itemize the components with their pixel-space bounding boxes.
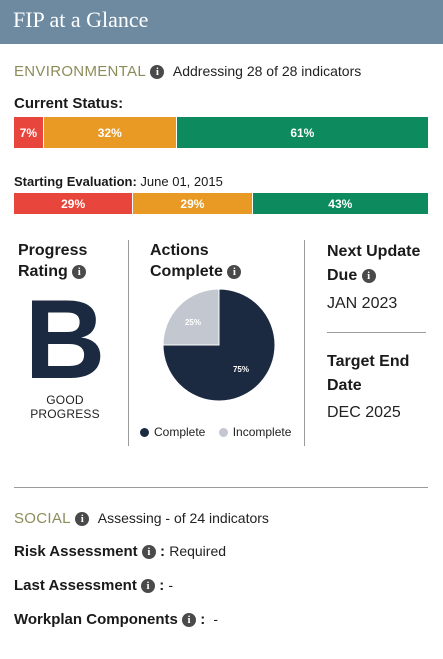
info-icon[interactable]: i: [227, 264, 242, 279]
last-assessment-value: -: [168, 577, 174, 593]
starting-evaluation-bar: 29% 29% 43%: [14, 193, 428, 214]
actions-pie-chart: 75% 25%: [163, 289, 275, 401]
progress-rating-title: Progress Rating i: [18, 240, 87, 282]
risk-assessment-value: Required: [169, 543, 227, 559]
info-icon[interactable]: i: [75, 511, 90, 526]
social-heading: SOCIAL i Assessing - of 24 indicators: [14, 510, 269, 528]
workplan-components-label: Workplan Components: [14, 611, 178, 628]
starting-evaluation-label: Starting Evaluation:: [14, 174, 137, 189]
social-title: SOCIAL: [14, 510, 71, 527]
social-subtitle: Assessing - of 24 indicators: [97, 510, 269, 526]
target-end-value: DEC 2025: [327, 404, 401, 421]
current-status-moderate-segment: 32%: [43, 117, 177, 148]
last-assessment-row: Last Assessment i : -: [14, 577, 174, 594]
next-update-label-line2: Due i: [327, 264, 420, 288]
info-icon[interactable]: i: [361, 268, 376, 283]
pie-label-complete: 75%: [233, 365, 249, 374]
actions-complete-title-line1: Actions: [150, 242, 209, 259]
info-icon[interactable]: i: [182, 613, 197, 628]
header-bar: FIP at a Glance: [0, 0, 443, 44]
starting-evaluation-date: June 01, 2015: [140, 174, 223, 189]
environmental-heading: ENVIRONMENTAL i Addressing 28 of 28 indi…: [14, 63, 361, 81]
starting-evaluation-row: Starting Evaluation: June 01, 2015: [14, 174, 223, 189]
info-icon[interactable]: i: [72, 264, 87, 279]
progress-rating-title-line1: Progress: [18, 242, 88, 259]
starting-poor-segment: 29%: [14, 193, 134, 214]
column-divider: [304, 240, 305, 446]
pie-label-incomplete: 25%: [185, 318, 201, 327]
next-update-value: JAN 2023: [327, 295, 398, 312]
actions-complete-title: Actions Complete i: [150, 240, 242, 282]
legend-incomplete-swatch: [218, 428, 228, 438]
environmental-subtitle: Addressing 28 of 28 indicators: [172, 63, 362, 79]
column-divider: [128, 240, 129, 446]
progress-grade: B: [24, 277, 106, 402]
risk-assessment-label: Risk Assessment: [14, 543, 138, 560]
right-column-divider: [327, 332, 426, 333]
pie-legend: Complete Incomplete: [140, 425, 291, 439]
section-divider: [14, 487, 428, 488]
target-end-label-line2: Date: [327, 377, 362, 394]
info-icon[interactable]: i: [141, 579, 156, 594]
pie-slice-complete[interactable]: [163, 289, 275, 401]
progress-rating-title-line2: Rating i: [18, 261, 87, 282]
pie-slice-incomplete[interactable]: [163, 289, 220, 346]
legend-incomplete: Incomplete: [218, 425, 291, 439]
legend-complete-swatch: [140, 428, 149, 438]
starting-good-segment: 43%: [252, 193, 428, 214]
current-status-good-segment: 61%: [176, 117, 428, 148]
workplan-components-value: -: [213, 611, 219, 627]
last-assessment-label: Last Assessment: [14, 577, 137, 594]
legend-complete: Complete: [140, 425, 205, 439]
environmental-title: ENVIRONMENTAL: [14, 63, 146, 80]
workplan-components-row: Workplan Components i : -: [14, 611, 219, 628]
page-title: FIP at a Glance: [13, 7, 149, 32]
starting-moderate-segment: 29%: [133, 193, 253, 214]
risk-assessment-row: Risk Assessment i : Required: [14, 543, 227, 560]
progress-grade-label: GOOD PROGRESS: [30, 393, 100, 421]
info-icon[interactable]: i: [141, 545, 156, 560]
info-icon[interactable]: i: [150, 64, 165, 79]
current-status-poor-segment: 7%: [14, 117, 44, 148]
actions-complete-title-line2: Complete i: [150, 261, 242, 282]
current-status-label: Current Status:: [14, 95, 124, 112]
current-status-bar: 7% 32% 61%: [14, 117, 428, 148]
target-end-label: Target End Date: [327, 350, 409, 398]
next-update-label: Next Update Due i: [327, 240, 420, 288]
target-end-label-line1: Target End: [327, 353, 410, 370]
next-update-label-line1: Next Update: [327, 243, 421, 260]
